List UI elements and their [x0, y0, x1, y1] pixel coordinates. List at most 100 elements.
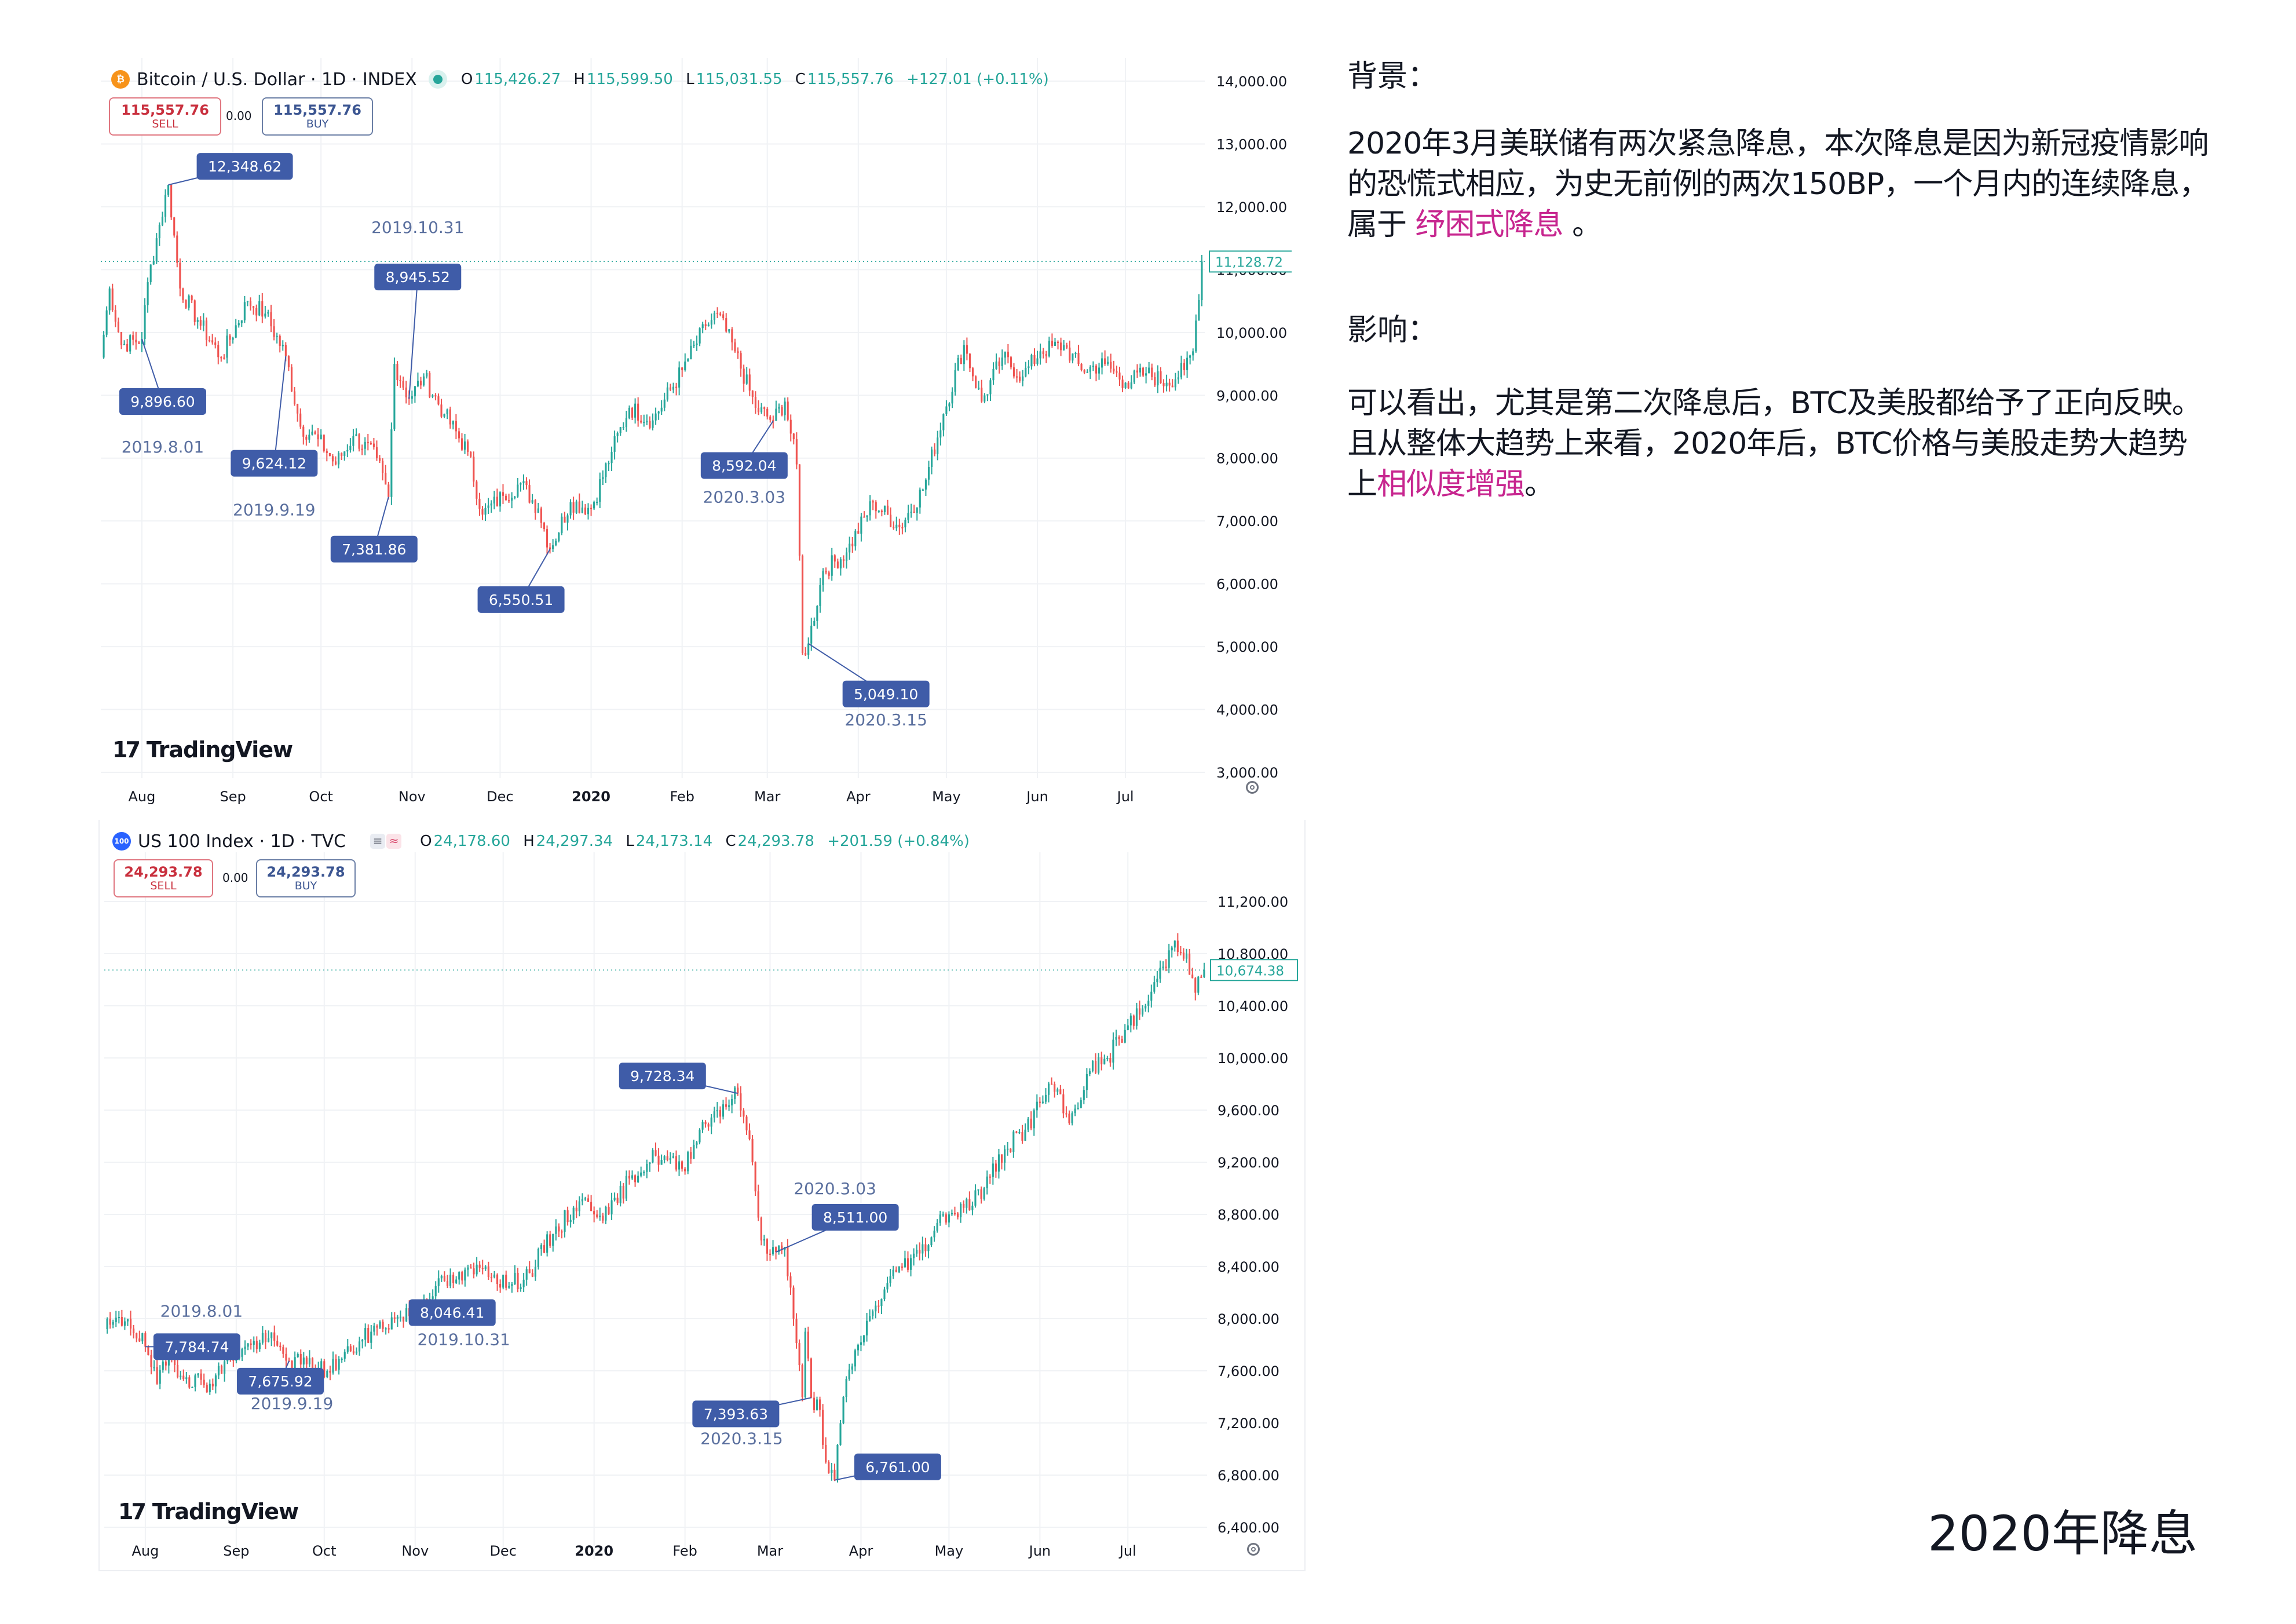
candle-body [751, 391, 754, 397]
candle-body [156, 1367, 158, 1384]
candle-body [619, 427, 621, 433]
tag-wave-icon[interactable]: ≈ [386, 834, 402, 849]
candle-body [968, 1199, 971, 1211]
candle-body [188, 295, 190, 308]
candle-body [232, 337, 234, 340]
candle-body [440, 1276, 443, 1279]
y-tick-label: 10,000.00 [1216, 325, 1287, 341]
candle-body [792, 1287, 795, 1319]
candle-body [390, 429, 393, 497]
candle-body [666, 1156, 668, 1160]
candle-body [704, 1122, 707, 1125]
candle-body [464, 1269, 466, 1281]
candle-body [842, 559, 845, 561]
candle-body [1018, 1132, 1021, 1134]
candle-body [1174, 379, 1176, 388]
candle-body [517, 1273, 519, 1289]
candle-body [1004, 1149, 1006, 1163]
y-tick-label: 9,000.00 [1216, 388, 1278, 404]
chart-settings-gear-icon[interactable] [1246, 781, 1259, 794]
candle-body [663, 1156, 666, 1160]
tag-lines-icon[interactable]: ≡ [370, 834, 386, 849]
candle-body [889, 1276, 891, 1283]
candle-body [467, 441, 469, 452]
ohlc-open: 115,426.27 [474, 71, 561, 88]
candle-body [937, 437, 939, 454]
ndx-symbol-title[interactable]: US 100 Index · 1D · TVC [138, 831, 346, 852]
candle-body [995, 1163, 997, 1172]
chart-settings-gear-icon[interactable] [1247, 1543, 1260, 1556]
candle-body [534, 1267, 536, 1277]
candle-body [250, 1343, 252, 1345]
candle-body [675, 1156, 678, 1170]
market-open-indicator-icon [433, 75, 443, 84]
ndx-ohlc: O 24,178.60 H 24,297.34 L 24,173.14 C 24,293… [420, 833, 978, 850]
bitcoin-icon: ₿ [111, 70, 130, 89]
candle-body [297, 403, 299, 414]
callout-date: 2019.10.31 [371, 218, 464, 237]
candle-body [452, 421, 454, 425]
ndx-buy-button[interactable]: 24,293.78 BUY [256, 859, 356, 897]
candle-body [1148, 367, 1150, 374]
candle-body [886, 505, 889, 515]
ndx-sell-button[interactable]: 24,293.78 SELL [114, 859, 213, 897]
candle-body [1116, 371, 1118, 373]
ohlc-low-key: L [626, 833, 634, 850]
candle-body [416, 381, 419, 386]
candle-body [646, 421, 648, 422]
candle-body [839, 1423, 842, 1445]
candle-body [833, 1469, 836, 1480]
ndx-candlestick-chart[interactable]: 6,400.00 6,800.00 7,200.00 7,600.00 8,000.00… [100, 820, 1304, 1570]
candle-body [713, 312, 716, 320]
candle-body [202, 320, 204, 326]
candle-body [1192, 351, 1194, 356]
ohlc-low: 24,173.14 [635, 833, 713, 850]
candle-body [919, 490, 921, 508]
y-tick-label: 14,000.00 [1216, 74, 1287, 90]
candle-body [138, 1338, 141, 1342]
candle-body [945, 1214, 947, 1223]
candle-body [1077, 353, 1080, 364]
candle-body [364, 441, 366, 449]
candle-body [1168, 382, 1171, 386]
candle-body [520, 1287, 522, 1289]
candle-body [114, 310, 116, 322]
candle-body [176, 235, 178, 263]
candle-body [279, 335, 281, 346]
candle-body [690, 345, 692, 359]
candle-body [432, 1296, 434, 1300]
candle-body [528, 485, 531, 503]
candle-body [241, 1349, 243, 1357]
candle-body [1069, 347, 1071, 361]
candle-body [1010, 1148, 1012, 1152]
candle-body [743, 1110, 745, 1117]
callout-date: 2019.10.31 [418, 1330, 510, 1349]
btc-sell-button[interactable]: 115,557.76 SELL [109, 97, 221, 136]
candle-body [120, 1316, 123, 1326]
x-tick-label: Feb [670, 789, 694, 805]
callout-date: 2020.3.03 [703, 488, 786, 507]
btc-buy-button[interactable]: 115,557.76 BUY [262, 97, 373, 136]
candle-body [704, 324, 707, 326]
y-tick-label: 9,600.00 [1218, 1103, 1279, 1119]
candle-body [537, 1249, 540, 1267]
candle-body [754, 396, 756, 408]
candle-body [769, 416, 772, 420]
candle-body [787, 402, 789, 420]
candle-body [223, 357, 225, 359]
btc-candlestick-chart[interactable]: 3,000.00 4,000.00 5,000.00 6,000.00 7,000.00… [98, 58, 1292, 808]
candle-body [763, 1239, 765, 1240]
candle-body [696, 343, 698, 345]
btc-symbol-title[interactable]: Bitcoin / U.S. Dollar · 1D · INDEX [137, 69, 417, 90]
candle-body [470, 451, 472, 457]
candle-body [135, 340, 137, 343]
ohlc-close-key: C [795, 71, 806, 88]
candle-body [1036, 1101, 1038, 1111]
candle-body [419, 381, 422, 386]
candle-body [769, 1253, 772, 1255]
candle-body [849, 543, 851, 553]
candle-body [1000, 1154, 1003, 1163]
candle-body [1054, 1084, 1056, 1092]
candle-body [385, 1328, 387, 1330]
candle-body [1168, 950, 1170, 968]
